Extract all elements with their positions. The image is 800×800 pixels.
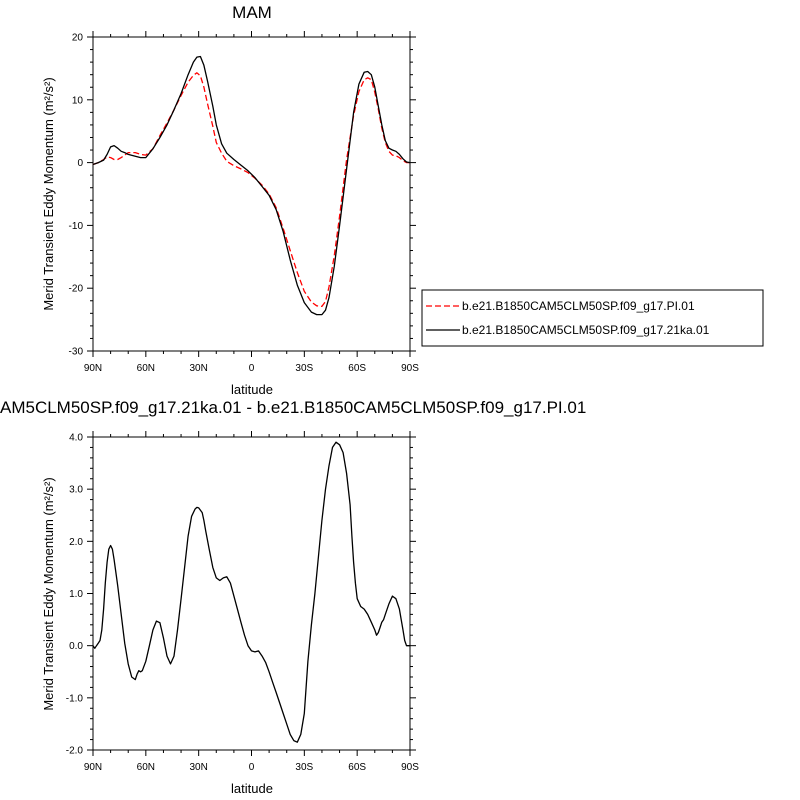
bottom-x-tick-label: 90N	[84, 762, 102, 773]
top-ticks: 90N 60N 30N 0 30S 60S 90S 20 10 0 -10 -20 -30	[69, 31, 419, 374]
top-x-tick-label: 90S	[401, 363, 419, 374]
top-x-tick-label: 0	[249, 363, 255, 374]
top-series-line-1	[92, 55, 411, 316]
bottom-x-tick-label: 30N	[189, 762, 207, 773]
top-x-tick-label: 60N	[137, 363, 155, 374]
top-y-tick-label: -10	[69, 221, 84, 232]
bottom-ticks: 90N 60N 30N 0 30S 60S 90S 4.0 3.0 2.0 1.0 0.0 -1.0 -2…	[66, 431, 419, 773]
bottom-y-tick-label: -1.0	[66, 693, 84, 704]
bottom-y-tick-label: 4.0	[69, 433, 83, 444]
bottom-series	[92, 441, 410, 743]
legend-label-pi: b.e21.B1850CAM5CLM50SP.f09_g17.PI.01	[462, 299, 695, 313]
bottom-y-tick-label: 1.0	[69, 589, 83, 600]
bottom-x-tick-label: 60S	[348, 762, 366, 773]
top-y-tick-label: -30	[69, 347, 84, 358]
top-chart: MAM 90N 60N 30N 0 30S 60S 90S 20 10 0 -10 -20 -30 la…	[41, 3, 764, 397]
bottom-x-axis-label: latitude	[231, 781, 273, 796]
bottom-series-line-0	[92, 441, 410, 743]
bottom-x-tick-label: 90S	[401, 762, 419, 773]
bottom-y-tick-label: 2.0	[69, 537, 83, 548]
bottom-y-axis-label: Merid Transient Eddy Momentum (m²/s²)	[41, 477, 56, 710]
top-x-tick-label: 30S	[295, 363, 313, 374]
bottom-x-tick-label: 60N	[137, 762, 155, 773]
bottom-x-tick-label: 0	[249, 762, 255, 773]
bottom-y-tick-label: 0.0	[69, 641, 83, 652]
legend: b.e21.B1850CAM5CLM50SP.f09_g17.PI.01 b.e…	[421, 289, 764, 347]
legend-label-21ka: b.e21.B1850CAM5CLM50SP.f09_g17.21ka.01	[462, 323, 710, 337]
top-y-tick-label: -20	[69, 284, 84, 295]
top-y-tick-label: 20	[72, 33, 84, 44]
top-series	[92, 55, 411, 316]
top-x-tick-label: 60S	[348, 363, 366, 374]
bottom-x-tick-label: 30S	[295, 762, 313, 773]
top-series-line-0	[92, 72, 410, 308]
legend-box	[421, 289, 764, 347]
top-y-tick-label: 10	[72, 95, 84, 106]
bottom-plot-frame	[92, 436, 411, 751]
top-x-tick-label: 30N	[189, 363, 207, 374]
top-x-axis-label: latitude	[231, 382, 273, 397]
bottom-y-tick-label: -2.0	[66, 746, 84, 757]
top-x-tick-label: 90N	[84, 363, 102, 374]
bottom-chart: AM5CLM50SP.f09_g17.21ka.01 - b.e21.B1850…	[0, 398, 586, 796]
top-y-axis-label: Merid Transient Eddy Momentum (m²/s²)	[41, 77, 56, 310]
top-y-tick-label: 0	[77, 158, 83, 169]
bottom-chart-title: AM5CLM50SP.f09_g17.21ka.01 - b.e21.B1850…	[0, 398, 586, 417]
top-chart-title: MAM	[232, 3, 272, 22]
bottom-y-tick-label: 3.0	[69, 485, 83, 496]
